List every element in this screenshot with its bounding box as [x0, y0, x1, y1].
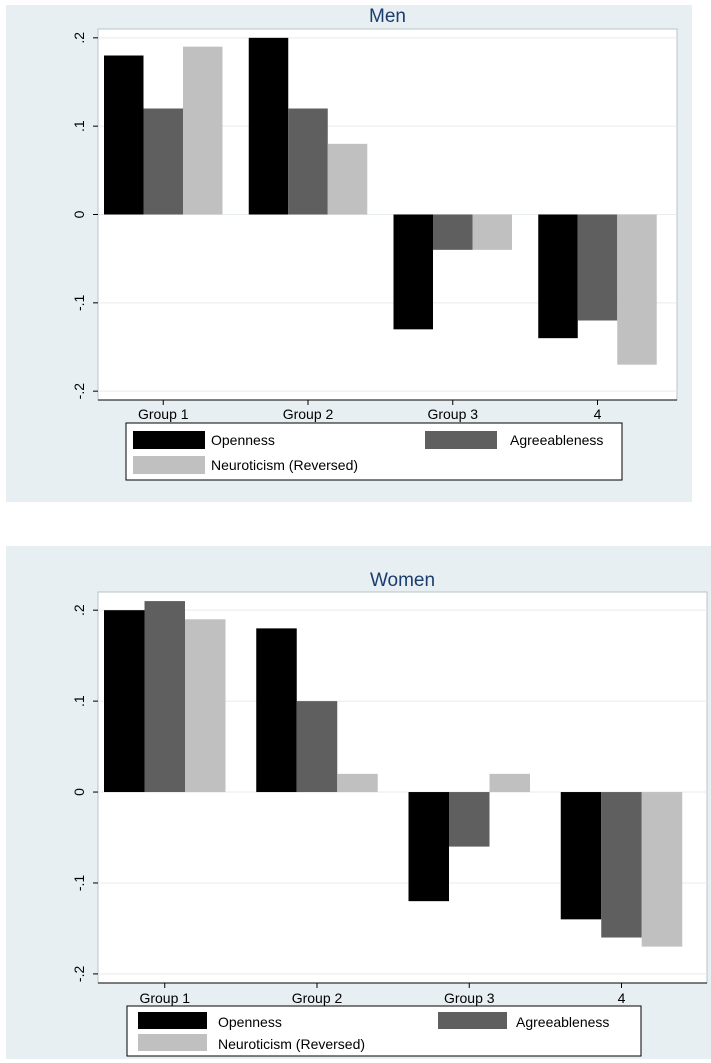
legend-label-openness: Openness	[218, 1014, 282, 1030]
bar-openness-group-1	[104, 55, 144, 215]
x-tick-label: Group 1	[139, 990, 190, 1006]
chart-title: Women	[370, 570, 435, 591]
x-tick-label: 4	[594, 406, 602, 422]
y-tick-label: .1	[71, 695, 87, 707]
bar-openness-group-2	[256, 628, 297, 793]
bar-agreeableness-group-3	[433, 214, 473, 250]
y-tick-label: -.2	[71, 966, 87, 983]
legend-label-neuroticism-reversed: Neuroticism (Reversed)	[211, 457, 358, 473]
y-tick-label: -.2	[71, 383, 87, 400]
y-tick-label: 0	[71, 210, 87, 218]
bar-openness-group-3	[393, 214, 433, 330]
legend-swatch-agreeableness	[425, 431, 497, 449]
x-tick-label: Group 3	[427, 406, 478, 422]
bar-openness-4	[538, 214, 578, 339]
legend-label-agreeableness: Agreeableness	[516, 1014, 609, 1030]
legend: Openness Agreeableness Neuroticism (Revers…	[126, 1005, 642, 1057]
x-tick-label: Group 2	[283, 406, 334, 422]
chart-panel-men: Men .2.1 0 -.1 -.2 Group 1 Group 2 Group 3 4 Open…	[6, 5, 692, 502]
bar-agreeableness-group-3	[449, 792, 490, 847]
y-tick-label: .2	[71, 32, 87, 44]
legend-box	[126, 1005, 642, 1057]
y-tick-label: .2	[71, 604, 87, 616]
bar-agreeableness-4	[577, 214, 618, 321]
bar-agreeableness-group-1	[144, 601, 185, 793]
bar-agreeableness-4	[601, 792, 642, 938]
bar-agreeableness-group-1	[143, 108, 183, 215]
legend-label-neuroticism-reversed: Neuroticism (Reversed)	[218, 1036, 365, 1052]
legend-swatch-openness	[138, 1012, 207, 1029]
y-tick-label: .1	[71, 120, 87, 132]
chart-panel-women: Women .2.1 0 -.1 -.2 Group 1 Group 2 Group 3 4 Op…	[6, 546, 711, 1059]
bar-openness-group-3	[408, 792, 449, 902]
bar-neuroticism-reversed-group-1	[185, 619, 226, 793]
x-tick-label: 4	[618, 990, 626, 1006]
bar-agreeableness-group-2	[296, 701, 338, 793]
bar-agreeableness-group-2	[288, 108, 328, 215]
legend-swatch-neuroticism-reversed	[138, 1034, 207, 1051]
legend-swatch-neuroticism-reversed	[133, 456, 205, 474]
legend: Openness Agreeableness Neuroticism (Revers…	[125, 422, 623, 481]
legend-label-openness: Openness	[211, 432, 275, 448]
bar-neuroticism-reversed-group-3	[489, 773, 530, 793]
y-tick-label: -.1	[71, 875, 87, 892]
x-tick-label: Group 3	[444, 990, 495, 1006]
legend-swatch-openness	[133, 431, 205, 449]
chart-title: Men	[369, 6, 406, 27]
y-tick-label: -.1	[71, 294, 87, 311]
bar-openness-group-2	[248, 37, 289, 215]
legend-box	[125, 422, 623, 481]
bar-openness-4	[560, 792, 602, 920]
x-tick-label: Group 1	[138, 406, 189, 422]
legend-swatch-agreeableness	[438, 1012, 507, 1029]
bar-openness-group-1	[104, 610, 145, 793]
bar-neuroticism-reversed-group-3	[472, 214, 512, 250]
bar-neuroticism-reversed-4	[617, 214, 657, 365]
x-tick-label: Group 2	[292, 990, 343, 1006]
bar-neuroticism-reversed-group-2	[337, 773, 378, 793]
legend-label-agreeableness: Agreeableness	[510, 432, 603, 448]
bar-neuroticism-reversed-4	[641, 792, 683, 947]
bar-neuroticism-reversed-group-2	[327, 143, 368, 215]
y-tick-label: 0	[71, 788, 87, 796]
bar-neuroticism-reversed-group-1	[183, 46, 223, 215]
